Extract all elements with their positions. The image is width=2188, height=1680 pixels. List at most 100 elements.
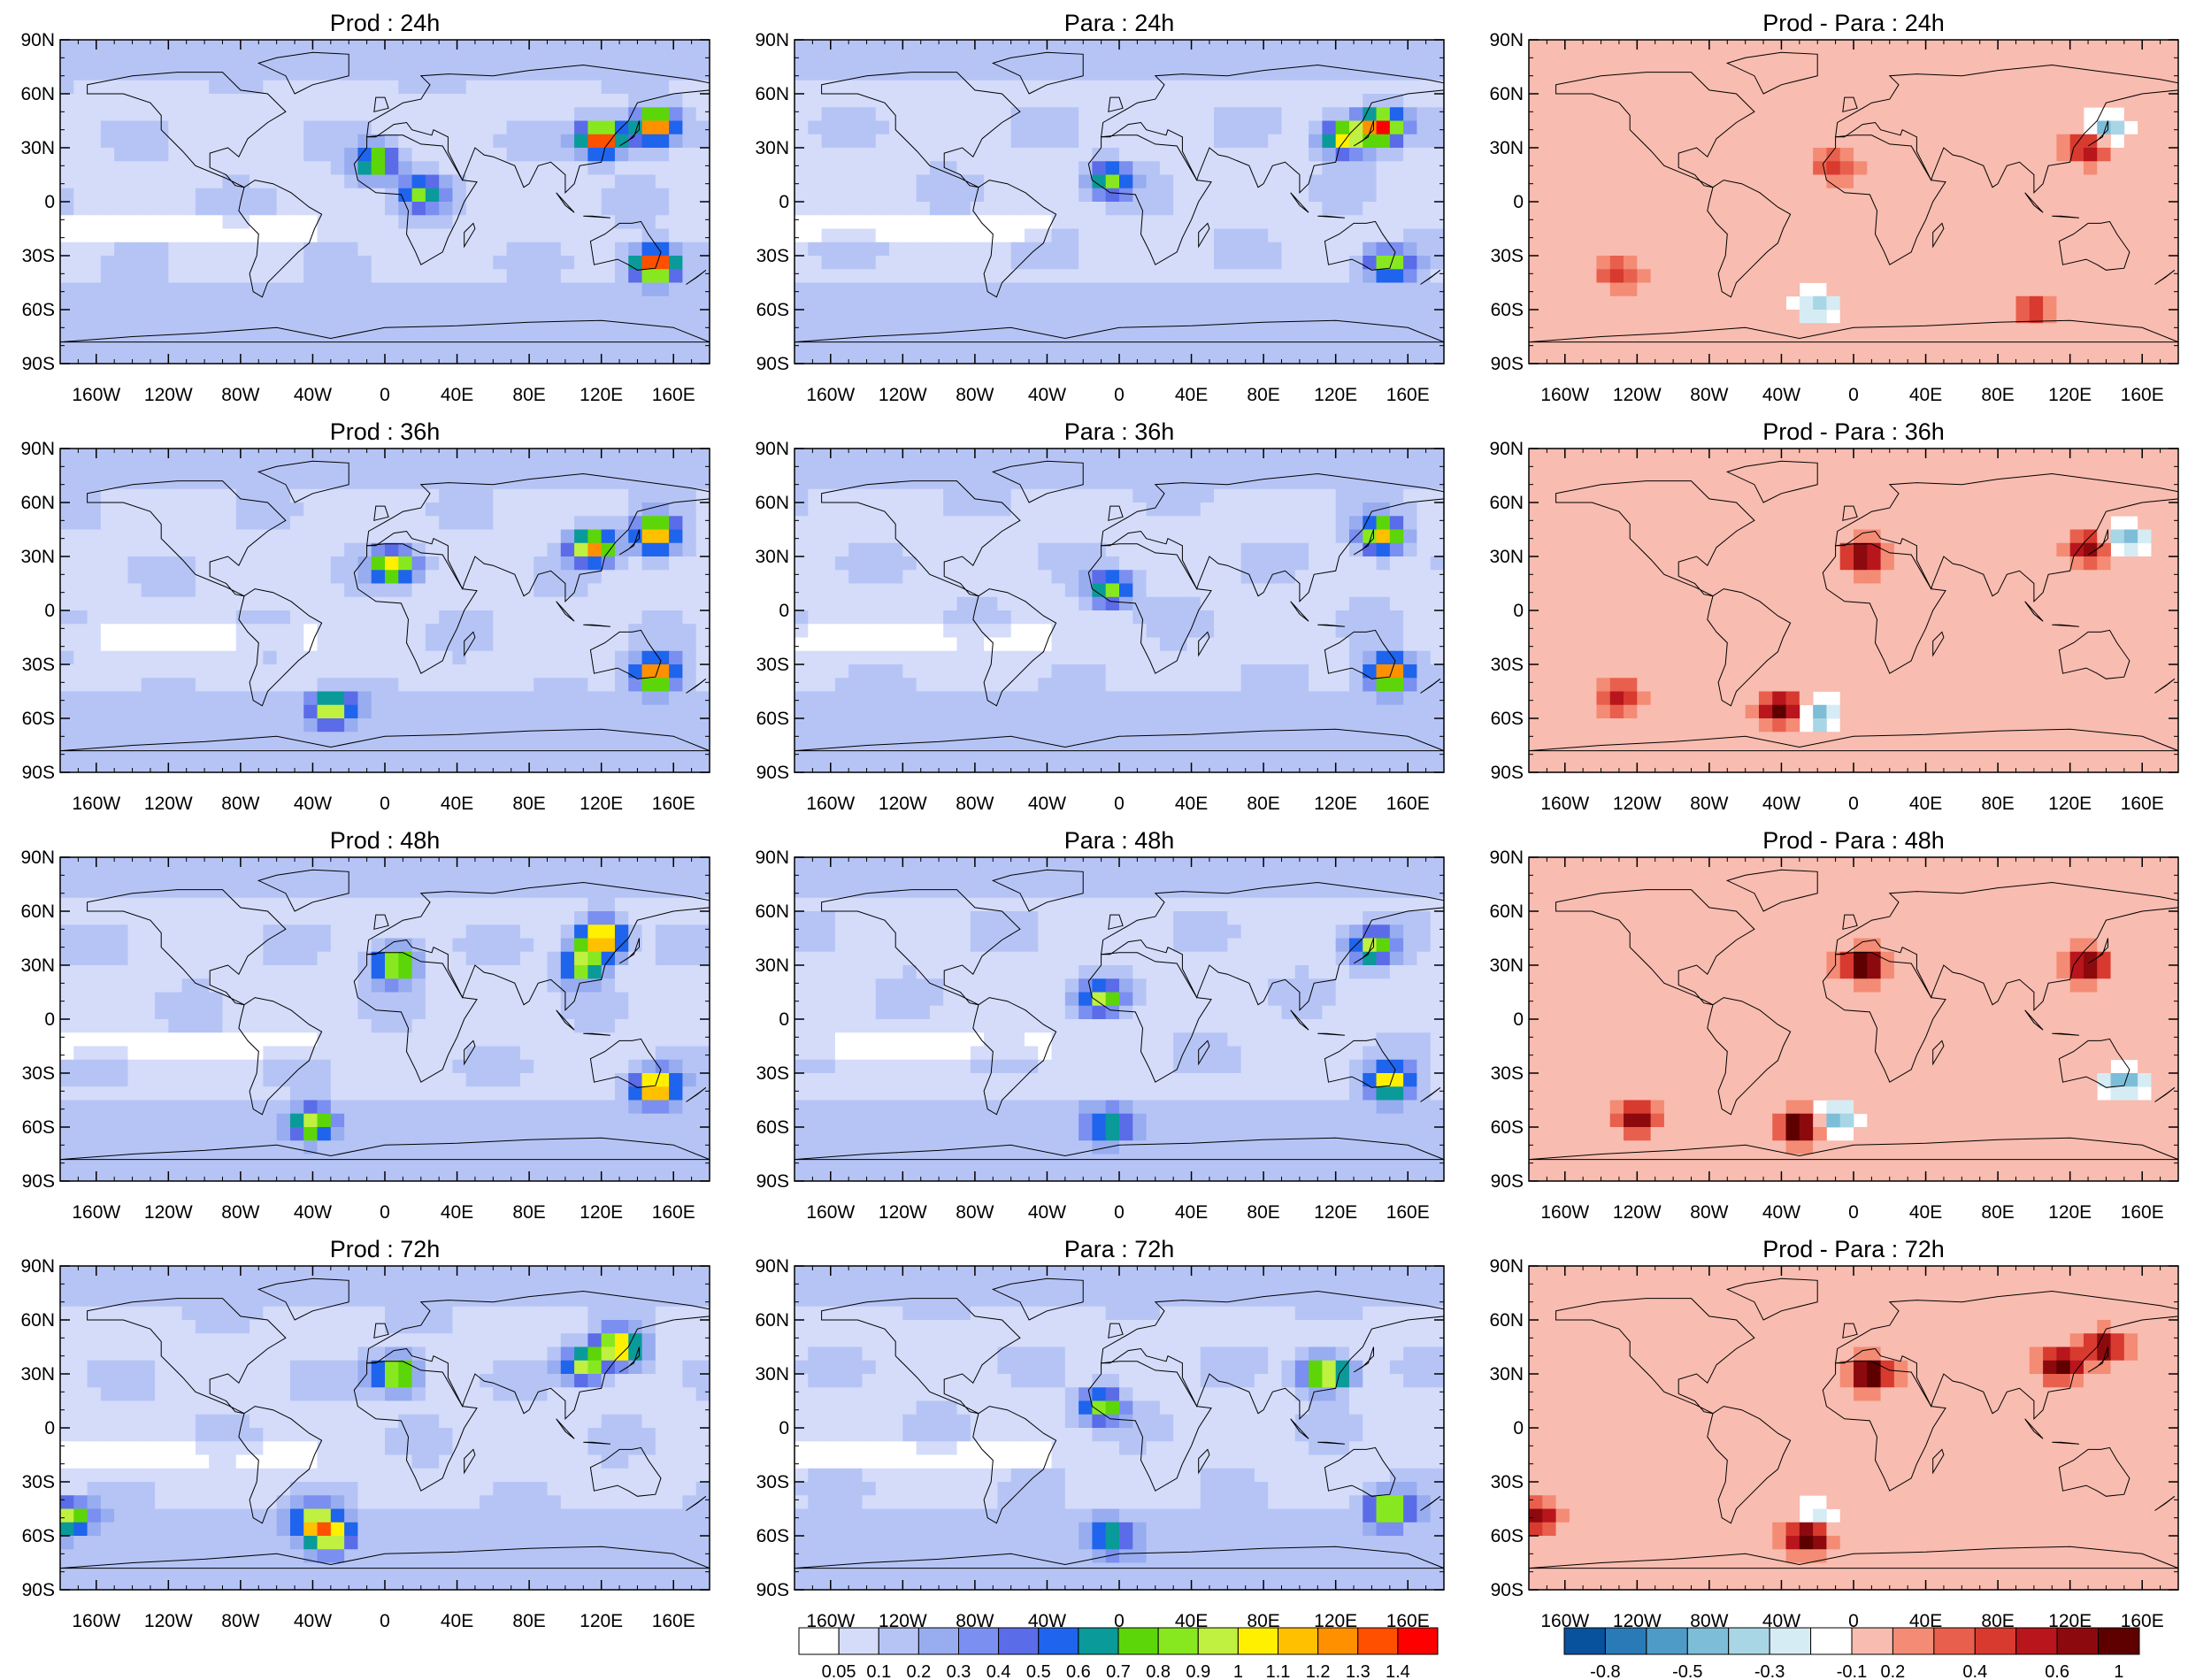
field-cell bbox=[480, 637, 494, 652]
field-cell bbox=[848, 310, 863, 324]
field-cell bbox=[547, 502, 562, 517]
field-cell bbox=[195, 282, 210, 297]
field-cell bbox=[385, 449, 399, 463]
field-cell bbox=[1200, 242, 1215, 257]
field-cell bbox=[875, 228, 890, 243]
field-cell bbox=[1785, 256, 1800, 270]
field-cell bbox=[73, 732, 88, 746]
field-cell bbox=[1704, 269, 1719, 283]
y-tick-label: 30N bbox=[1489, 138, 1524, 158]
field-cell bbox=[1893, 336, 1908, 351]
field-cell bbox=[1555, 202, 1570, 216]
field-cell bbox=[155, 94, 169, 108]
field-cell bbox=[1745, 256, 1760, 270]
field-cell bbox=[2015, 310, 2031, 324]
field-cell bbox=[1186, 336, 1201, 351]
field-cell bbox=[1200, 40, 1215, 54]
field-cell bbox=[641, 310, 656, 324]
field-cell bbox=[330, 148, 345, 162]
field-cell bbox=[1596, 53, 1611, 67]
field-cell bbox=[250, 650, 264, 665]
field-cell bbox=[519, 529, 534, 544]
field-cell bbox=[1988, 295, 2003, 311]
field-cell bbox=[1704, 228, 1719, 243]
field-cell bbox=[1064, 202, 1079, 216]
field-cell bbox=[276, 718, 291, 733]
field-cell bbox=[970, 40, 985, 54]
field-cell bbox=[344, 94, 358, 108]
field-cell bbox=[100, 637, 115, 652]
field-cell bbox=[1376, 269, 1391, 283]
field-cell bbox=[1051, 107, 1066, 121]
field-cell bbox=[493, 718, 508, 733]
field-cell bbox=[1718, 66, 1732, 81]
field-cell bbox=[1105, 242, 1120, 257]
field-cell bbox=[480, 107, 494, 121]
field-cell bbox=[1173, 120, 1187, 135]
field-cell bbox=[2029, 228, 2044, 243]
field-cell bbox=[1704, 282, 1719, 297]
field-cell bbox=[821, 134, 836, 149]
field-cell bbox=[141, 556, 156, 571]
field-cell bbox=[628, 80, 642, 95]
field-cell bbox=[250, 570, 264, 584]
field-cell bbox=[398, 107, 412, 121]
field-cell bbox=[560, 66, 575, 81]
field-cell bbox=[1294, 40, 1309, 54]
field-cell bbox=[669, 66, 683, 81]
field-cell bbox=[181, 678, 196, 692]
field-cell bbox=[601, 202, 616, 216]
field-cell bbox=[1813, 336, 1827, 351]
field-cell bbox=[1159, 349, 1174, 364]
field-cell bbox=[1826, 188, 1841, 203]
field-cell bbox=[235, 161, 250, 175]
field-cell bbox=[250, 718, 264, 733]
field-cell bbox=[601, 323, 616, 337]
field-cell bbox=[614, 174, 629, 189]
field-cell bbox=[2029, 161, 2044, 175]
field-cell bbox=[519, 269, 534, 283]
field-cell bbox=[1785, 282, 1800, 297]
field-cell bbox=[1893, 53, 1908, 67]
field-cell bbox=[276, 94, 291, 108]
field-cell bbox=[209, 107, 223, 121]
field-cell bbox=[1785, 120, 1800, 135]
field-cell bbox=[289, 94, 304, 108]
field-cell bbox=[357, 94, 372, 108]
field-cell bbox=[1948, 80, 1962, 95]
field-cell bbox=[1389, 94, 1404, 108]
field-cell bbox=[1200, 53, 1215, 67]
field-cell bbox=[519, 624, 534, 638]
field-cell bbox=[73, 475, 88, 490]
field-cell bbox=[1934, 94, 1949, 108]
field-cell bbox=[641, 94, 656, 108]
field-cell bbox=[929, 242, 944, 257]
field-cell bbox=[1240, 242, 1255, 257]
field-cell bbox=[114, 161, 128, 175]
field-cell bbox=[1988, 228, 2003, 243]
field-cell bbox=[87, 202, 102, 216]
field-cell bbox=[1745, 336, 1760, 351]
field-cell bbox=[452, 94, 467, 108]
field-cell bbox=[1975, 188, 1990, 203]
field-cell bbox=[1813, 134, 1827, 149]
field-cell bbox=[519, 556, 534, 571]
field-cell bbox=[73, 637, 88, 652]
field-cell bbox=[73, 66, 88, 81]
field-cell bbox=[1159, 256, 1174, 270]
field-cell bbox=[614, 66, 629, 81]
field-cell bbox=[2043, 336, 2057, 351]
field-cell bbox=[1024, 53, 1039, 67]
field-cell bbox=[168, 94, 183, 108]
field-cell bbox=[1555, 40, 1570, 54]
field-cell bbox=[195, 542, 210, 557]
field-cell bbox=[344, 678, 358, 692]
field-cell bbox=[984, 174, 998, 189]
field-cell bbox=[289, 664, 304, 679]
field-cell bbox=[1010, 349, 1025, 364]
field-cell bbox=[2029, 188, 2044, 203]
field-cell bbox=[1064, 40, 1079, 54]
field-cell bbox=[1799, 148, 1814, 162]
field-cell bbox=[1186, 40, 1201, 54]
field-cell bbox=[1240, 134, 1255, 149]
